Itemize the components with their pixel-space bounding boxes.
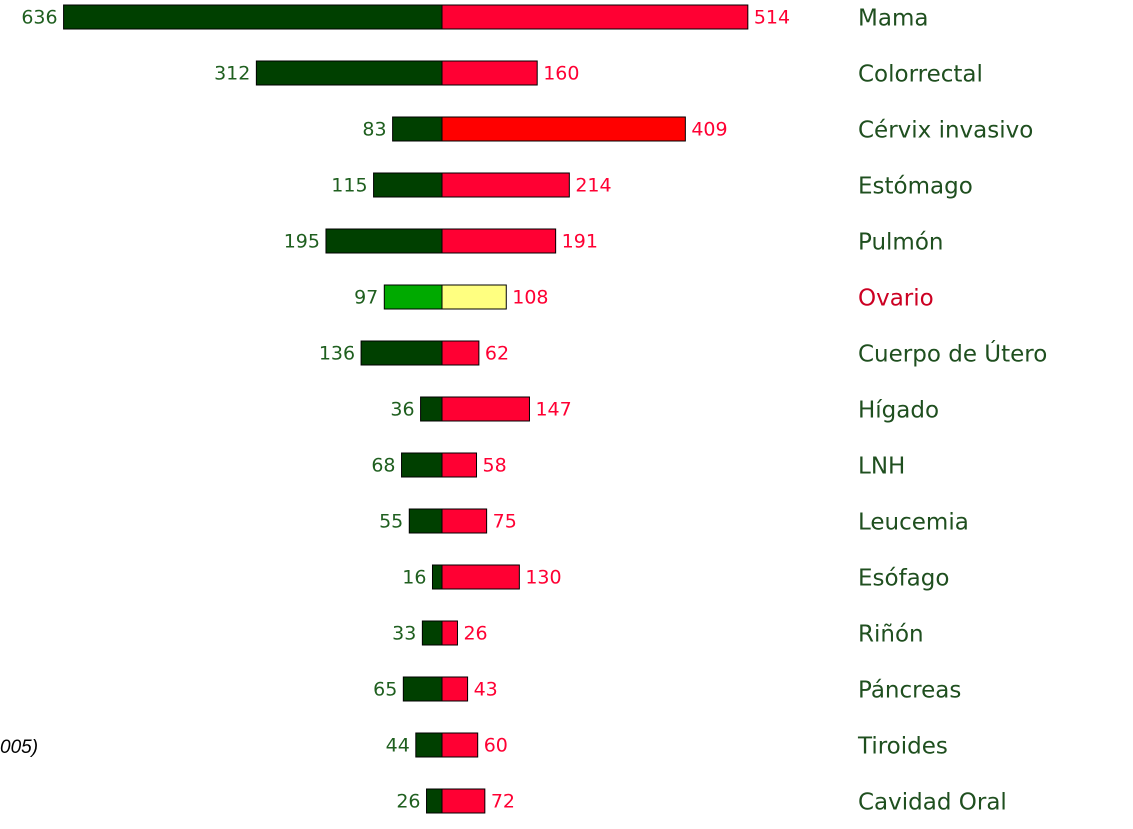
- bar: [415, 732, 443, 758]
- category-label: Esófago: [858, 566, 949, 592]
- value-label: 160: [543, 63, 579, 85]
- annotation: 005): [0, 737, 38, 758]
- value-label: 58: [483, 455, 507, 477]
- value-label: 97: [354, 287, 378, 309]
- bar: [63, 4, 443, 30]
- value-label: 147: [535, 399, 571, 421]
- bar: [383, 284, 443, 310]
- value-label: 514: [754, 7, 790, 29]
- value-label: 62: [485, 343, 509, 365]
- bar: [441, 564, 520, 590]
- bar: [441, 620, 458, 646]
- category-label: Cavidad Oral: [858, 790, 1007, 816]
- category-label: Cérvix invasivo: [858, 118, 1033, 144]
- bar: [325, 228, 443, 254]
- bar: [441, 396, 530, 422]
- value-label: 636: [21, 7, 57, 29]
- bar: [441, 4, 749, 30]
- value-label: 83: [362, 119, 386, 141]
- value-label: 115: [331, 175, 367, 197]
- category-label: Pulmón: [858, 230, 944, 256]
- bar: [255, 60, 443, 86]
- category-label: Ovario: [858, 286, 934, 312]
- category-label: Leucemia: [858, 510, 969, 536]
- value-label: 65: [373, 679, 397, 701]
- category-label: Cuerpo de Útero: [858, 340, 1047, 368]
- category-label: LNH: [858, 454, 905, 480]
- bar: [421, 620, 443, 646]
- bar: [441, 788, 486, 814]
- value-label: 43: [474, 679, 498, 701]
- bar: [441, 172, 570, 198]
- value-label: 75: [493, 511, 517, 533]
- value-label: 26: [463, 623, 487, 645]
- bar: [408, 508, 443, 534]
- value-label: 108: [512, 287, 548, 309]
- category-label: Estómago: [858, 174, 973, 200]
- category-label: Hígado: [858, 398, 939, 424]
- bar: [441, 676, 469, 702]
- bar: [401, 452, 443, 478]
- value-label: 36: [390, 399, 414, 421]
- value-label: 33: [392, 623, 416, 645]
- bar: [420, 396, 443, 422]
- value-label: 60: [484, 735, 508, 757]
- bar: [441, 116, 686, 142]
- category-label: Colorrectal: [858, 62, 983, 88]
- bar: [441, 340, 480, 366]
- category-label: Mama: [858, 6, 928, 32]
- value-label: 26: [396, 791, 420, 813]
- bar: [441, 508, 488, 534]
- value-label: 44: [386, 735, 410, 757]
- bar: [426, 788, 443, 814]
- bar: [392, 116, 443, 142]
- value-label: 68: [371, 455, 395, 477]
- value-label: 72: [491, 791, 515, 813]
- bar: [373, 172, 443, 198]
- category-label: Tiroides: [857, 734, 948, 760]
- value-label: 136: [319, 343, 355, 365]
- bar: [360, 340, 443, 366]
- bar: [441, 60, 538, 86]
- bar: [402, 676, 443, 702]
- bar: [431, 564, 443, 590]
- value-label: 191: [562, 231, 598, 253]
- value-label: 312: [214, 63, 250, 85]
- value-label: 16: [402, 567, 426, 589]
- bar: [441, 228, 557, 254]
- value-label: 409: [691, 119, 727, 141]
- value-label: 130: [525, 567, 561, 589]
- bar: [441, 732, 479, 758]
- value-label: 55: [379, 511, 403, 533]
- bar: [441, 284, 507, 310]
- category-label: Páncreas: [858, 678, 961, 704]
- value-label: 214: [575, 175, 611, 197]
- category-label: Riñón: [858, 622, 924, 648]
- value-label: 195: [284, 231, 320, 253]
- bar: [441, 452, 478, 478]
